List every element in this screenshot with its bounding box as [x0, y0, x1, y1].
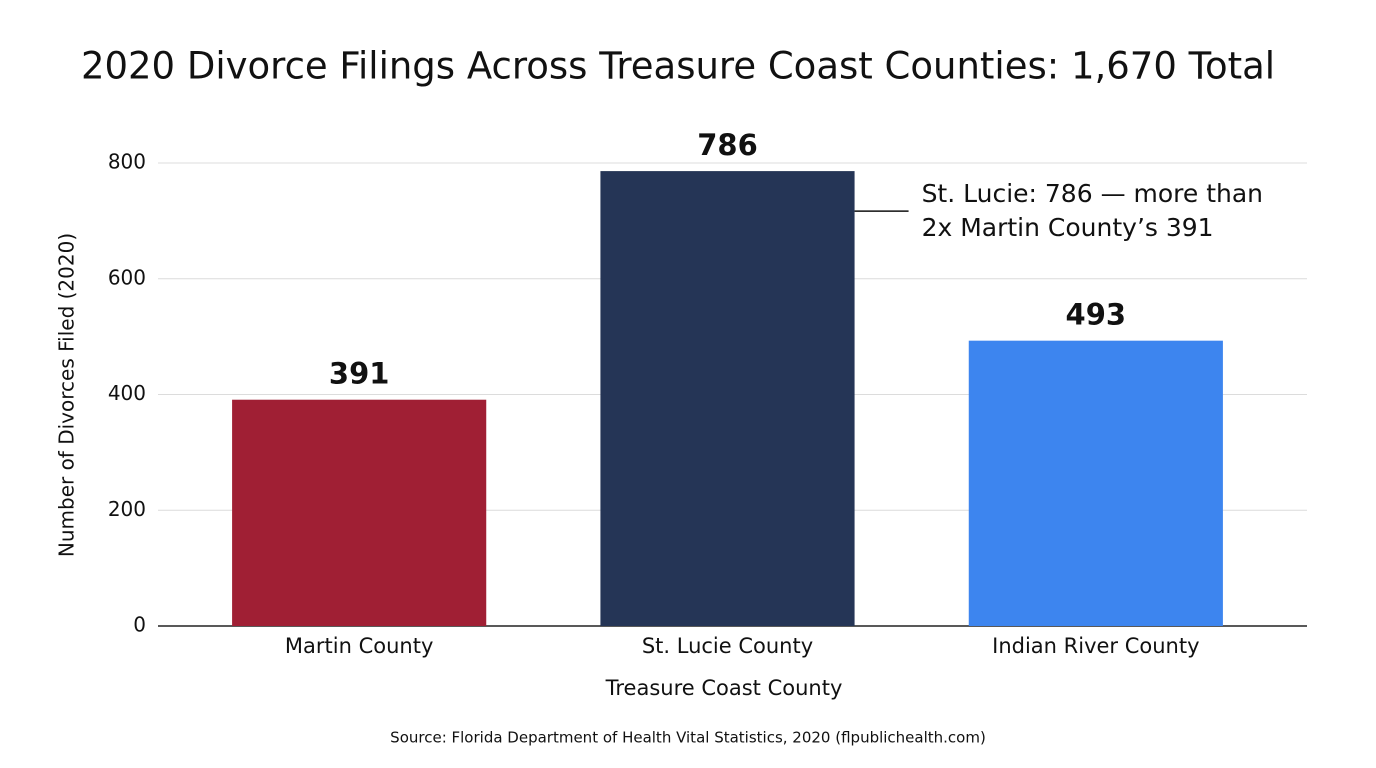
y-tick-label: 800 [108, 150, 146, 174]
chart-title: 2020 Divorce Filings Across Treasure Coa… [81, 45, 1275, 88]
x-tick-label: Martin County [285, 634, 433, 658]
value-label: 786 [697, 128, 758, 162]
y-axis-label: Number of Divorces Filed (2020) [55, 233, 79, 557]
x-axis-label: Treasure Coast County [605, 676, 843, 700]
annotation-text: 2x Martin County’s 391 [922, 213, 1214, 242]
value-label: 493 [1066, 298, 1127, 332]
y-tick-label: 200 [108, 497, 146, 521]
y-tick-label: 400 [108, 381, 146, 405]
y-tick-label: 0 [133, 613, 146, 637]
bar [232, 399, 487, 626]
source-note: Source: Florida Department of Health Vit… [390, 729, 986, 747]
y-tick-label: 600 [108, 265, 146, 289]
annotation-text: St. Lucie: 786 — more than [922, 179, 1263, 208]
bar [968, 340, 1223, 626]
x-tick-label: Indian River County [992, 634, 1199, 658]
value-label: 391 [329, 357, 390, 391]
x-tick-label: St. Lucie County [642, 634, 813, 658]
bar [600, 171, 855, 627]
